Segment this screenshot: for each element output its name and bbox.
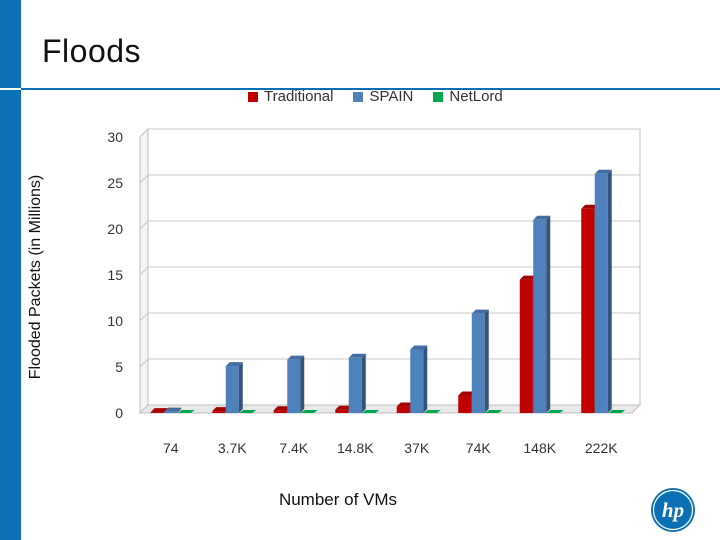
bar-traditional xyxy=(396,406,410,413)
bar-side xyxy=(300,355,305,413)
bar-top xyxy=(273,406,291,411)
bar-side xyxy=(423,345,428,413)
x-tick-label: 74K xyxy=(466,440,492,456)
legend-label-netlord: NetLord xyxy=(449,88,503,105)
bar-traditional xyxy=(581,208,595,413)
bar-netlord xyxy=(239,410,257,413)
bar-top xyxy=(287,355,305,360)
x-tick-label: 7.4K xyxy=(279,440,308,456)
bar-top xyxy=(594,169,612,174)
bar-spain xyxy=(348,357,362,413)
bar-top xyxy=(533,215,551,220)
bar-spain xyxy=(287,359,301,413)
page-title: Floods xyxy=(42,33,142,69)
x-tick-label: 37K xyxy=(404,440,430,456)
gridline xyxy=(139,266,640,276)
bar-top xyxy=(150,408,168,413)
x-tick-label: 3.7K xyxy=(218,440,247,456)
bar-side xyxy=(361,353,366,413)
bar-top xyxy=(212,407,230,412)
bar-netlord xyxy=(300,410,318,413)
legend-item-spain: SPAIN xyxy=(353,88,413,105)
bar-top xyxy=(471,309,489,314)
bar-traditional xyxy=(458,395,472,413)
bar-spain xyxy=(225,366,239,413)
bar-netlord xyxy=(423,410,441,413)
legend-swatch-spain xyxy=(353,91,364,102)
bar-traditional xyxy=(519,279,533,413)
x-tick-label: 148K xyxy=(523,440,556,456)
chart-legend: Traditional SPAIN NetLord xyxy=(248,88,523,105)
bar-netlord xyxy=(546,410,564,413)
bar-top xyxy=(458,391,476,396)
x-axis-title: Number of VMs xyxy=(278,490,398,509)
hp-logo-text: hp xyxy=(662,498,684,522)
y-tick-label: 15 xyxy=(107,267,123,283)
bar-top xyxy=(348,353,366,358)
bar-top xyxy=(335,405,353,410)
y-tick-label: 30 xyxy=(107,129,123,145)
title-divider-gap xyxy=(0,88,21,90)
bar-side xyxy=(177,407,182,413)
bar-traditional xyxy=(335,409,349,413)
bar-top xyxy=(410,345,428,350)
bar-spain xyxy=(594,173,608,413)
bar-netlord xyxy=(608,410,626,413)
bar-spain xyxy=(471,313,485,413)
gridline xyxy=(139,174,640,184)
legend-label-traditional: Traditional xyxy=(264,88,334,105)
bar-top xyxy=(225,362,243,367)
hp-logo: hp xyxy=(651,488,695,532)
bar-spain xyxy=(533,219,547,413)
bar-netlord xyxy=(177,410,195,413)
bar-traditional xyxy=(273,410,287,413)
x-tick-label: 222K xyxy=(585,440,618,456)
legend-swatch-traditional xyxy=(248,91,258,102)
bar-netlord xyxy=(485,410,503,413)
y-tick-label: 0 xyxy=(115,405,123,421)
x-tick-label: 74 xyxy=(163,440,179,456)
legend-item-traditional: Traditional xyxy=(248,88,333,105)
bar-side xyxy=(546,215,551,413)
bar-side xyxy=(484,309,489,413)
gridline xyxy=(139,220,640,230)
bar-top xyxy=(164,407,182,412)
y-tick-label: 10 xyxy=(107,313,123,329)
y-tick-label: 20 xyxy=(107,221,123,237)
y-tick-label: 5 xyxy=(115,359,123,375)
bar-spain xyxy=(410,349,424,413)
bar-traditional xyxy=(212,411,226,413)
title-divider xyxy=(0,88,720,90)
bar-netlord xyxy=(362,410,380,413)
x-tick-label: 14.8K xyxy=(337,440,374,456)
bar-traditional xyxy=(150,412,164,413)
legend-swatch-netlord xyxy=(433,91,444,102)
bar-spain xyxy=(164,411,178,413)
legend-item-netlord: NetLord xyxy=(433,88,503,105)
legend-label-spain: SPAIN xyxy=(369,88,414,105)
bar-side xyxy=(238,362,243,413)
bar-top xyxy=(519,275,537,280)
bar-top xyxy=(581,204,599,209)
y-tick-label: 25 xyxy=(107,175,123,191)
gridline xyxy=(139,128,640,138)
bar-side xyxy=(607,169,612,413)
bar-top xyxy=(396,402,414,407)
left-accent-bar xyxy=(0,0,21,540)
